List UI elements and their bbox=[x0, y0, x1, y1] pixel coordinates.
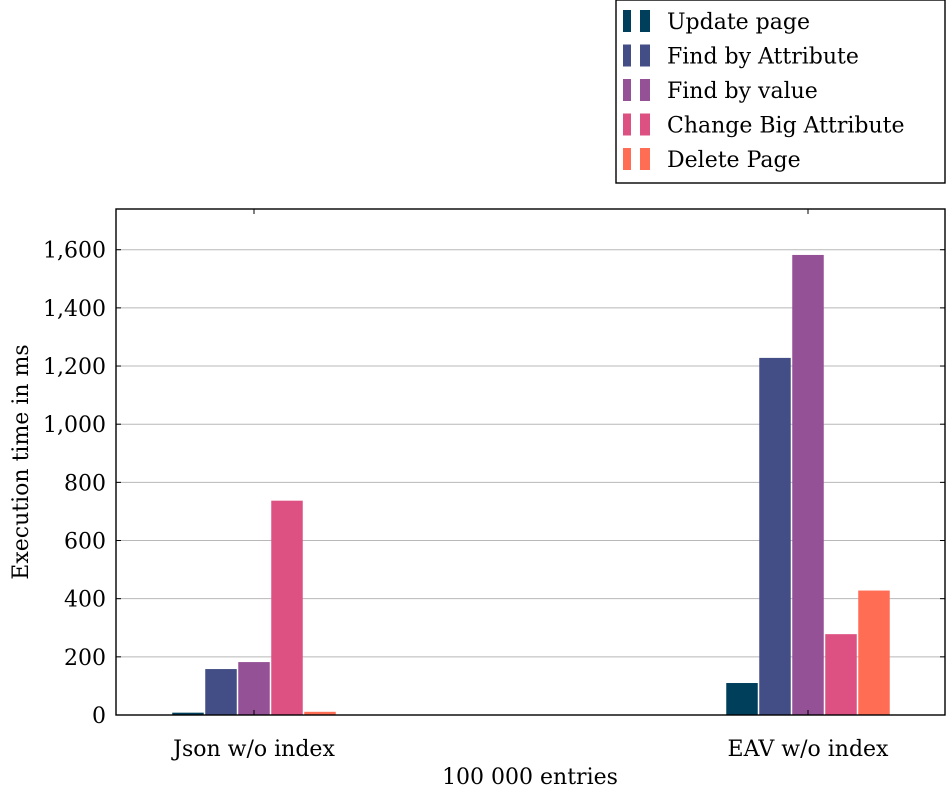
bar bbox=[271, 500, 303, 715]
y-tick-label: 1,000 bbox=[43, 413, 106, 438]
bar bbox=[759, 357, 791, 715]
legend-swatch bbox=[623, 113, 631, 136]
bar bbox=[172, 712, 204, 715]
bar bbox=[304, 711, 336, 715]
bar bbox=[726, 683, 758, 715]
plot-frame bbox=[115, 208, 946, 716]
bars bbox=[172, 254, 890, 715]
bar bbox=[792, 254, 824, 715]
y-axis-ticks: 0 200 400 600 800 1,000 1,200 1,400 1,600 bbox=[43, 239, 945, 729]
y-tick-label: 1,600 bbox=[43, 239, 106, 264]
legend-swatch bbox=[623, 44, 631, 67]
bar bbox=[205, 669, 237, 715]
legend-swatch bbox=[640, 148, 650, 170]
grid-lines bbox=[116, 249, 945, 658]
y-tick-label: 800 bbox=[64, 471, 106, 496]
legend-box bbox=[615, 0, 946, 184]
bar bbox=[825, 634, 857, 715]
legend-swatch bbox=[640, 79, 650, 101]
legend-entry: Delete Page bbox=[667, 148, 801, 173]
y-tick-label: 1,400 bbox=[43, 297, 106, 322]
x-tick-label: EAV w/o index bbox=[728, 737, 890, 762]
bar bbox=[858, 590, 890, 715]
legend-swatch bbox=[623, 79, 631, 101]
legend-swatch bbox=[623, 148, 631, 170]
legend-entry: Change Big Attribute bbox=[667, 114, 905, 139]
legend-entry: Find by Attribute bbox=[667, 45, 859, 70]
legend: Update page Find by Attribute Find by valu… bbox=[615, 0, 946, 184]
legend-entry: Find by value bbox=[667, 79, 818, 104]
y-tick-label: 600 bbox=[64, 530, 106, 555]
x-tick-label: Json w/o index bbox=[171, 737, 335, 762]
y-tick-label: 1,200 bbox=[43, 355, 106, 380]
x-axis-ticks: Json w/o index EAV w/o index bbox=[171, 209, 889, 762]
legend-swatch bbox=[640, 113, 650, 136]
y-tick-label: 200 bbox=[64, 646, 106, 671]
legend-entry: Update page bbox=[667, 10, 810, 35]
y-tick-label: 0 bbox=[92, 704, 106, 729]
x-axis-label: 100 000 entries bbox=[442, 765, 618, 790]
y-tick-label: 400 bbox=[64, 588, 106, 613]
legend-swatch bbox=[640, 10, 650, 32]
legend-swatch bbox=[623, 10, 631, 32]
y-axis-label: Execution time in ms bbox=[9, 344, 34, 579]
legend-swatch bbox=[640, 44, 650, 67]
bar bbox=[238, 662, 270, 715]
